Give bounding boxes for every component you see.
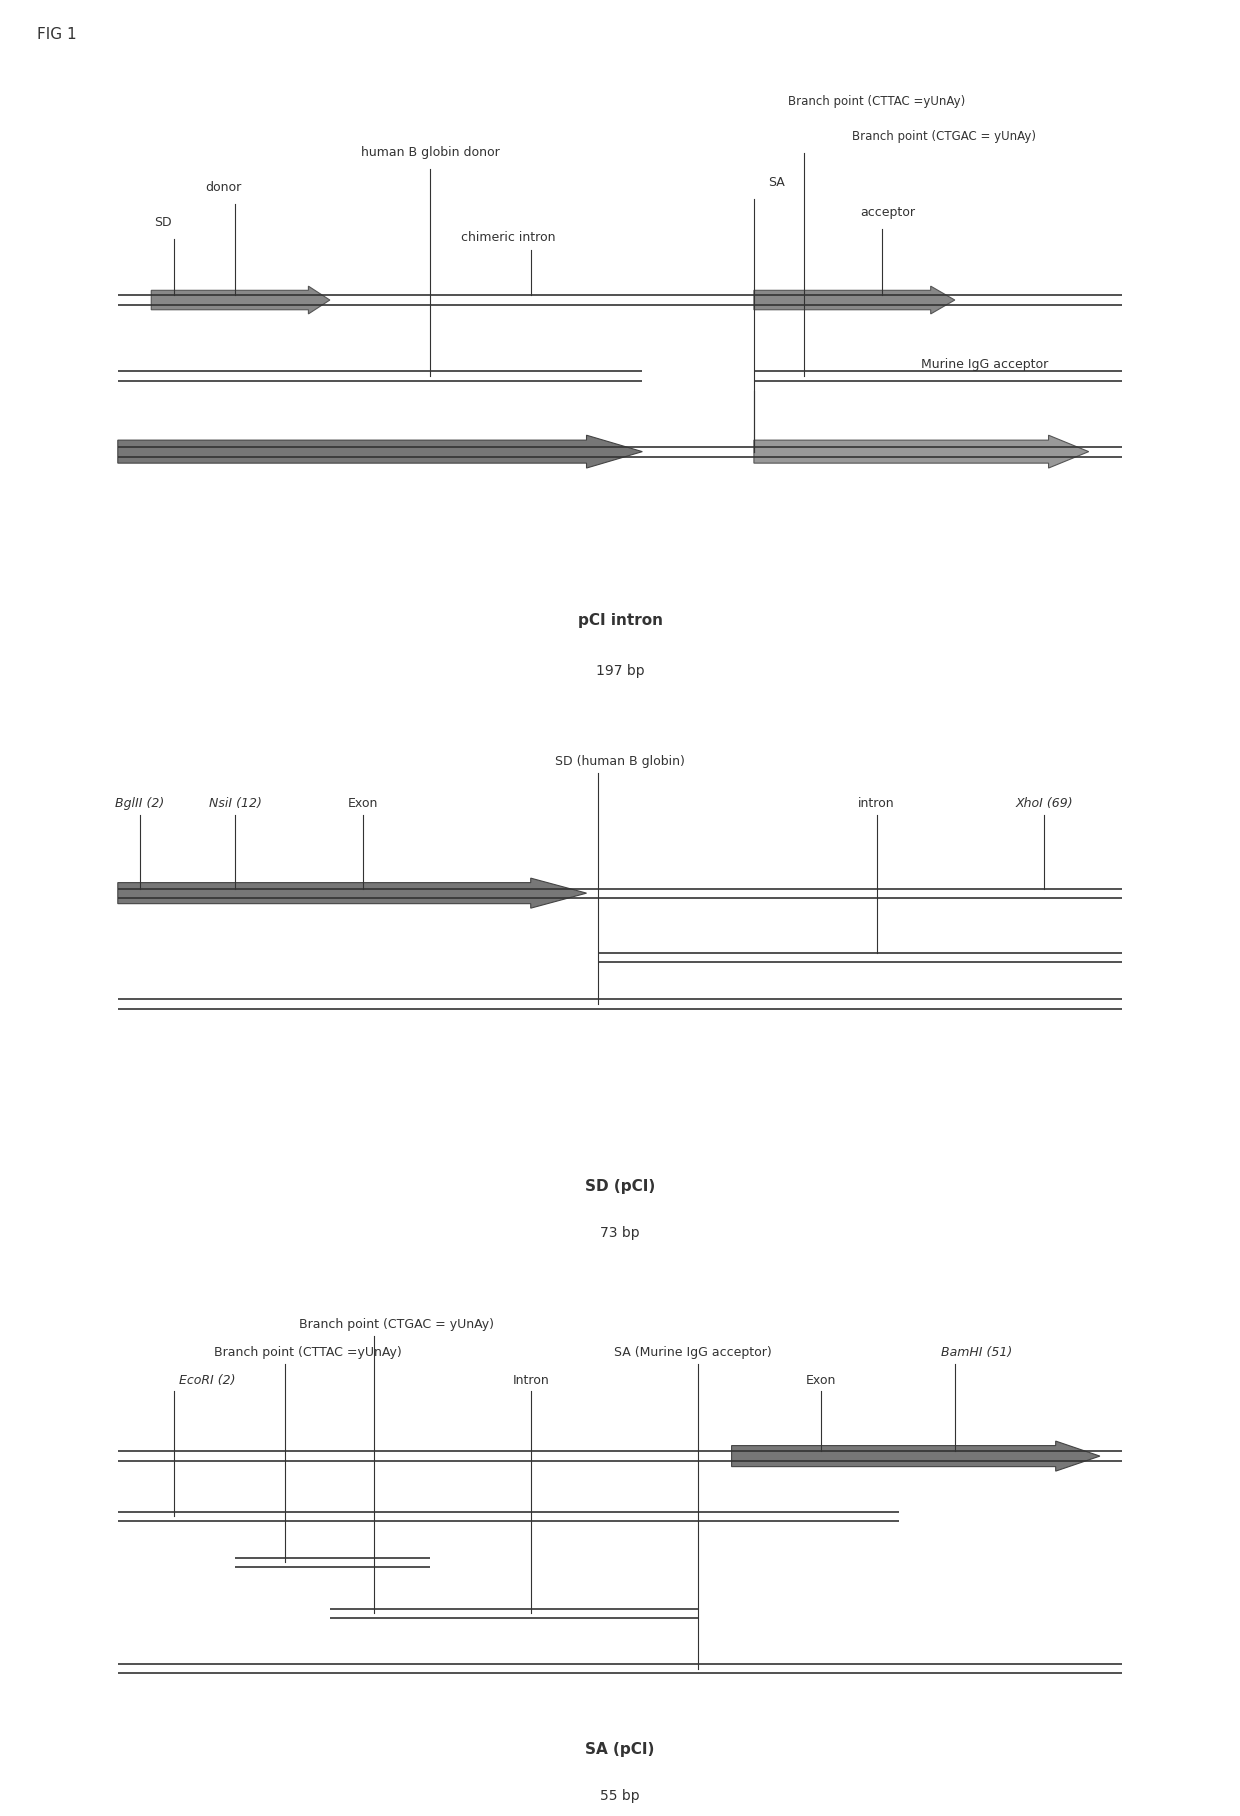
Text: SD (human B globin): SD (human B globin) (556, 755, 684, 768)
FancyArrow shape (732, 1442, 1100, 1471)
Text: Exon: Exon (348, 797, 378, 810)
Text: SA (pCI): SA (pCI) (585, 1742, 655, 1756)
Text: XhoI (69): XhoI (69) (1016, 797, 1073, 810)
Text: EcoRI (2): EcoRI (2) (179, 1373, 236, 1387)
Text: 55 bp: 55 bp (600, 1789, 640, 1803)
Text: Intron: Intron (512, 1373, 549, 1387)
Text: NsiI (12): NsiI (12) (208, 797, 262, 810)
Text: Branch point (CTGAC = yUnAy): Branch point (CTGAC = yUnAy) (299, 1318, 495, 1331)
Text: pCI intron: pCI intron (578, 614, 662, 628)
Text: SD: SD (154, 216, 171, 229)
FancyArrow shape (118, 436, 642, 469)
Text: Exon: Exon (806, 1373, 836, 1387)
Text: BamHI (51): BamHI (51) (941, 1346, 1013, 1358)
Text: donor: donor (206, 182, 242, 194)
Text: BglII (2): BglII (2) (115, 797, 165, 810)
Text: Branch point (CTGAC = yUnAy): Branch point (CTGAC = yUnAy) (852, 131, 1035, 143)
FancyArrow shape (754, 287, 955, 314)
Text: Murine IgG acceptor: Murine IgG acceptor (921, 358, 1049, 370)
Text: FIG 1: FIG 1 (37, 27, 77, 42)
FancyArrow shape (754, 436, 1089, 469)
Text: Branch point (CTTAC =yUnAy): Branch point (CTTAC =yUnAy) (789, 94, 965, 107)
Text: Branch point (CTTAC =yUnAy): Branch point (CTTAC =yUnAy) (213, 1346, 402, 1358)
Text: SA: SA (768, 176, 785, 189)
Text: intron: intron (858, 797, 895, 810)
FancyArrow shape (118, 879, 587, 908)
FancyArrow shape (151, 287, 330, 314)
Text: human B globin donor: human B globin donor (361, 145, 500, 158)
Text: chimeric intron: chimeric intron (461, 231, 556, 245)
Text: acceptor: acceptor (861, 207, 915, 220)
Text: SD (pCI): SD (pCI) (585, 1179, 655, 1193)
Text: SA (Murine IgG acceptor): SA (Murine IgG acceptor) (614, 1346, 771, 1358)
Text: 73 bp: 73 bp (600, 1226, 640, 1240)
Text: 197 bp: 197 bp (595, 665, 645, 677)
